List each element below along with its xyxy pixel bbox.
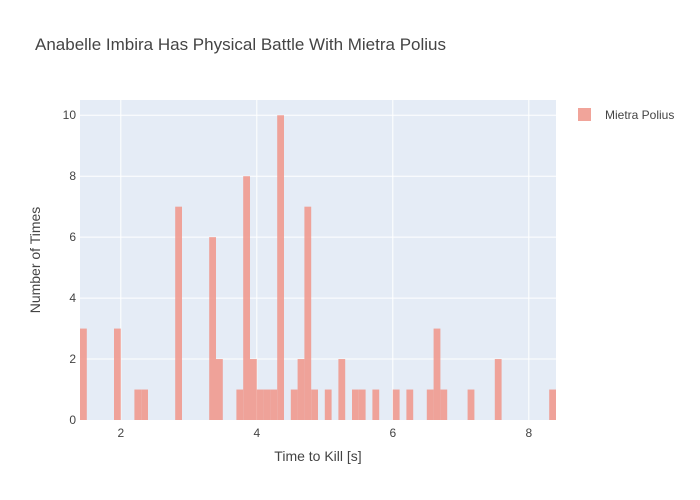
y-tick-label: 2: [69, 352, 76, 366]
y-tick-label: 0: [69, 413, 76, 427]
histogram-bar[interactable]: [263, 389, 271, 420]
y-tick-label: 10: [63, 108, 77, 122]
histogram-bar[interactable]: [175, 206, 182, 420]
x-axis-ticks: 2 4 6 8: [117, 426, 532, 440]
histogram-bar[interactable]: [549, 389, 556, 420]
histogram-bar[interactable]: [236, 389, 244, 420]
histogram-bar[interactable]: [216, 359, 223, 420]
histogram-bar[interactable]: [440, 389, 448, 420]
histogram-bar[interactable]: [209, 237, 216, 420]
y-tick-label: 6: [69, 230, 76, 244]
histogram-bar[interactable]: [426, 389, 434, 420]
histogram-bar[interactable]: [358, 389, 366, 420]
histogram-bar[interactable]: [372, 389, 380, 420]
histogram-bar[interactable]: [338, 359, 346, 420]
histogram-bar[interactable]: [304, 206, 312, 420]
x-tick-label: 4: [253, 426, 260, 440]
histogram-bars: [80, 115, 556, 420]
histogram-bar[interactable]: [433, 328, 441, 420]
x-axis-title: Time to Kill [s]: [274, 448, 361, 464]
histogram-bar[interactable]: [324, 389, 332, 420]
x-tick-label: 6: [389, 426, 396, 440]
y-axis-ticks: 0 2 4 6 8 10: [63, 108, 77, 427]
histogram-bar[interactable]: [250, 359, 257, 420]
histogram-bar[interactable]: [256, 389, 264, 420]
gridlines: [80, 100, 556, 420]
histogram-bar[interactable]: [352, 389, 359, 420]
histogram-bar[interactable]: [297, 359, 305, 420]
x-tick-label: 2: [117, 426, 124, 440]
histogram-bar[interactable]: [243, 176, 250, 420]
legend-label-mietra-polius[interactable]: Mietra Polius: [605, 108, 674, 122]
y-tick-label: 4: [69, 291, 76, 305]
chart-title: Anabelle Imbira Has Physical Battle With…: [35, 35, 446, 54]
histogram-bar[interactable]: [494, 359, 502, 420]
histogram-bar[interactable]: [467, 389, 475, 420]
histogram-bar[interactable]: [80, 328, 87, 420]
x-tick-label: 8: [525, 426, 532, 440]
histogram-bar[interactable]: [270, 389, 278, 420]
histogram-bar[interactable]: [392, 389, 400, 420]
legend-swatch-mietra-polius[interactable]: [578, 108, 591, 121]
y-tick-label: 8: [69, 169, 76, 183]
histogram-bar[interactable]: [114, 328, 121, 420]
histogram-bar[interactable]: [141, 389, 148, 420]
plot-area: [80, 100, 556, 420]
histogram-bar[interactable]: [290, 389, 298, 420]
histogram-bar[interactable]: [277, 115, 284, 420]
histogram-bar[interactable]: [311, 389, 318, 420]
histogram-bar[interactable]: [134, 389, 142, 420]
y-axis-title: Number of Times: [27, 207, 43, 314]
legend[interactable]: Mietra Polius: [578, 108, 674, 122]
histogram-bar[interactable]: [406, 389, 414, 420]
